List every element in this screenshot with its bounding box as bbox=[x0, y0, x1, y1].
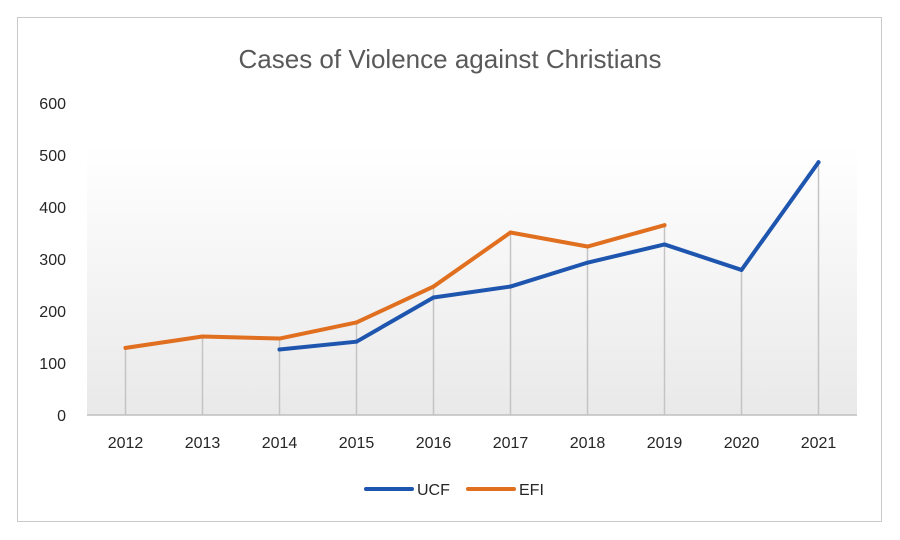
x-tick-label: 2019 bbox=[647, 435, 683, 452]
chart-title: Cases of Violence against Christians bbox=[239, 44, 662, 74]
legend-item-ucf: UCF bbox=[364, 482, 450, 499]
data-point-efi bbox=[354, 320, 359, 325]
x-tick-label: 2014 bbox=[262, 435, 298, 452]
y-tick-label: 200 bbox=[39, 304, 66, 321]
data-point-ucf bbox=[431, 295, 436, 300]
legend-label: EFI bbox=[519, 482, 544, 499]
plot-area bbox=[87, 146, 857, 415]
x-tick-label: 2015 bbox=[339, 435, 375, 452]
x-tick-label: 2013 bbox=[185, 435, 221, 452]
y-tick-label: 500 bbox=[39, 148, 66, 165]
drop-lines bbox=[124, 162, 820, 415]
series-line-efi bbox=[123, 223, 667, 350]
data-point-efi bbox=[277, 336, 282, 341]
x-axis: 2012 2013 2014 2015 2016 2017 2018 2019 2020 2021 bbox=[108, 435, 837, 452]
data-point-ucf bbox=[739, 267, 744, 272]
data-point-ucf bbox=[354, 339, 359, 344]
y-tick-label: 600 bbox=[39, 96, 66, 113]
y-tick-label: 0 bbox=[57, 408, 66, 425]
data-point-efi bbox=[585, 244, 590, 249]
y-tick-label: 300 bbox=[39, 252, 66, 269]
series-efi bbox=[123, 223, 667, 350]
plot-background bbox=[87, 146, 857, 415]
data-point-efi bbox=[123, 345, 128, 350]
data-point-ucf bbox=[508, 284, 513, 289]
legend-item-efi: EFI bbox=[466, 482, 544, 499]
y-axis: 0 100 200 300 400 500 600 bbox=[39, 96, 66, 425]
data-point-ucf bbox=[585, 260, 590, 265]
x-tick-label: 2017 bbox=[493, 435, 529, 452]
x-tick-label: 2021 bbox=[801, 435, 837, 452]
y-tick-label: 100 bbox=[39, 356, 66, 373]
x-tick-label: 2020 bbox=[724, 435, 760, 452]
x-tick-label: 2018 bbox=[570, 435, 606, 452]
data-point-efi bbox=[508, 230, 513, 235]
data-point-ucf bbox=[816, 160, 821, 165]
y-tick-label: 400 bbox=[39, 200, 66, 217]
data-point-efi bbox=[662, 223, 667, 228]
series-lines bbox=[123, 160, 821, 352]
series-line-ucf bbox=[277, 160, 821, 352]
x-tick-label: 2016 bbox=[416, 435, 452, 452]
legend-label: UCF bbox=[417, 482, 450, 499]
legend: UCF EFI bbox=[364, 482, 544, 499]
data-point-efi bbox=[200, 334, 205, 339]
series-ucf bbox=[277, 160, 821, 352]
data-point-efi bbox=[431, 284, 436, 289]
data-point-ucf bbox=[662, 242, 667, 247]
data-point-ucf bbox=[277, 347, 282, 352]
x-tick-label: 2012 bbox=[108, 435, 144, 452]
